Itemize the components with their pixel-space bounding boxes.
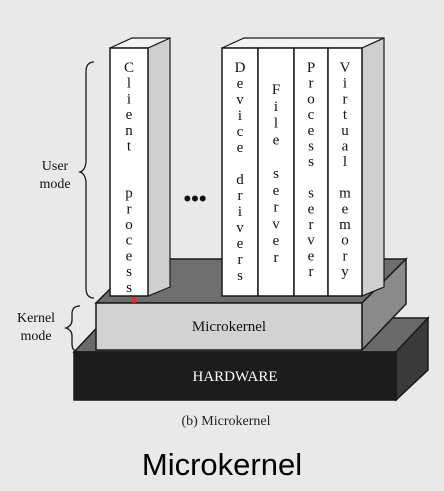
device-drivers-letter: s <box>237 268 243 284</box>
client-column-side <box>147 37 171 297</box>
server-group-top <box>221 37 385 49</box>
hardware-front-face <box>73 351 397 401</box>
kernel-mode-label-line1: Kernel <box>17 311 55 326</box>
more-processes-ellipsis: ••• <box>183 186 206 211</box>
virtual-memory-letter: r <box>343 248 348 264</box>
device-drivers-letter: d <box>236 172 244 188</box>
slide-title: Microkernel <box>142 447 302 482</box>
file-server-letter: v <box>272 216 280 232</box>
device-drivers-letter: i <box>238 204 242 220</box>
virtual-memory-letter: t <box>343 107 348 123</box>
device-drivers-letter: i <box>238 108 242 124</box>
device-drivers-letter: c <box>237 124 244 140</box>
process-server-letter: s <box>308 139 314 155</box>
process-server-letter: c <box>308 107 315 123</box>
file-server-letter: e <box>273 183 280 199</box>
device-drivers-column <box>221 47 259 297</box>
process-server-letter: s <box>308 154 314 170</box>
file-server-letter: e <box>273 132 280 148</box>
client-process-letter: p <box>125 186 133 202</box>
file-server-letter: e <box>273 233 280 249</box>
process-server-letter: r <box>309 217 314 233</box>
client-process-letter: r <box>127 201 132 217</box>
virtual-memory-letter: y <box>341 264 349 280</box>
virtual-memory-letter: l <box>343 154 347 170</box>
file-server-letter: r <box>274 250 279 266</box>
client-process-letter: c <box>126 233 133 249</box>
column-labels: ClientprocessDevicedriversFileserverProc… <box>124 60 351 296</box>
client-process-letter: e <box>126 107 133 123</box>
client-process-letter: n <box>125 123 133 139</box>
virtual-memory-column <box>327 47 363 297</box>
process-server-letter: e <box>308 123 315 139</box>
virtual-memory-letter: m <box>339 186 351 202</box>
device-drivers-letter: e <box>237 236 244 252</box>
virtual-memory-letter: V <box>340 60 351 76</box>
client-process-letter: e <box>126 248 133 264</box>
process-server-letter: e <box>308 201 315 217</box>
kernel-front-face <box>95 302 363 351</box>
client-process-letter: o <box>125 217 133 233</box>
user-mode-label-line2: mode <box>39 177 70 192</box>
process-server-letter: s <box>308 186 314 202</box>
marker-dot <box>131 297 137 303</box>
figure-caption: (b) Microkernel <box>181 414 270 429</box>
device-drivers-letter: D <box>235 60 246 76</box>
user-columns <box>109 47 363 297</box>
device-drivers-letter: e <box>237 76 244 92</box>
device-drivers-letter: v <box>236 92 244 108</box>
virtual-memory-letter: i <box>343 76 347 92</box>
virtual-memory-letter: r <box>343 91 348 107</box>
file-server-letter: F <box>272 82 280 98</box>
client-process-letter: s <box>126 264 132 280</box>
client-process-letter: s <box>126 280 132 296</box>
user-mode-brace <box>77 61 95 299</box>
file-server-letter: i <box>274 99 278 115</box>
client-process-column <box>109 47 149 297</box>
client-process-letter: t <box>127 139 132 155</box>
process-server-letter: o <box>307 91 315 107</box>
kernel-mode-label-line2: mode <box>20 329 51 344</box>
device-drivers-letter: r <box>238 188 243 204</box>
kernel-mode-brace <box>63 305 81 353</box>
server-group-side <box>361 37 385 297</box>
column-depth <box>109 37 385 297</box>
client-process-letter: l <box>127 76 131 92</box>
device-drivers-letter: r <box>238 252 243 268</box>
user-mode-label-line1: User <box>42 159 69 174</box>
file-server-letter: s <box>273 166 279 182</box>
file-server-letter: l <box>274 116 278 132</box>
client-process-letter: C <box>124 60 134 76</box>
process-server-letter: r <box>309 76 314 92</box>
virtual-memory-letter: u <box>341 123 349 139</box>
hardware-label: HARDWARE <box>193 369 278 385</box>
process-server-column <box>293 47 329 297</box>
process-server-letter: e <box>308 248 315 264</box>
file-server-letter: r <box>274 200 279 216</box>
device-drivers-letter: v <box>236 220 244 236</box>
virtual-memory-letter: e <box>342 201 349 217</box>
process-server-letter: v <box>307 233 315 249</box>
client-process-letter: i <box>127 91 131 107</box>
virtual-memory-letter: m <box>339 217 351 233</box>
virtual-memory-letter: o <box>341 233 349 249</box>
virtual-memory-letter: a <box>342 139 349 155</box>
process-server-letter: r <box>309 264 314 280</box>
file-server-column <box>257 47 295 297</box>
microkernel-label: Microkernel <box>192 319 266 335</box>
device-drivers-letter: e <box>237 140 244 156</box>
process-server-letter: P <box>307 60 315 76</box>
